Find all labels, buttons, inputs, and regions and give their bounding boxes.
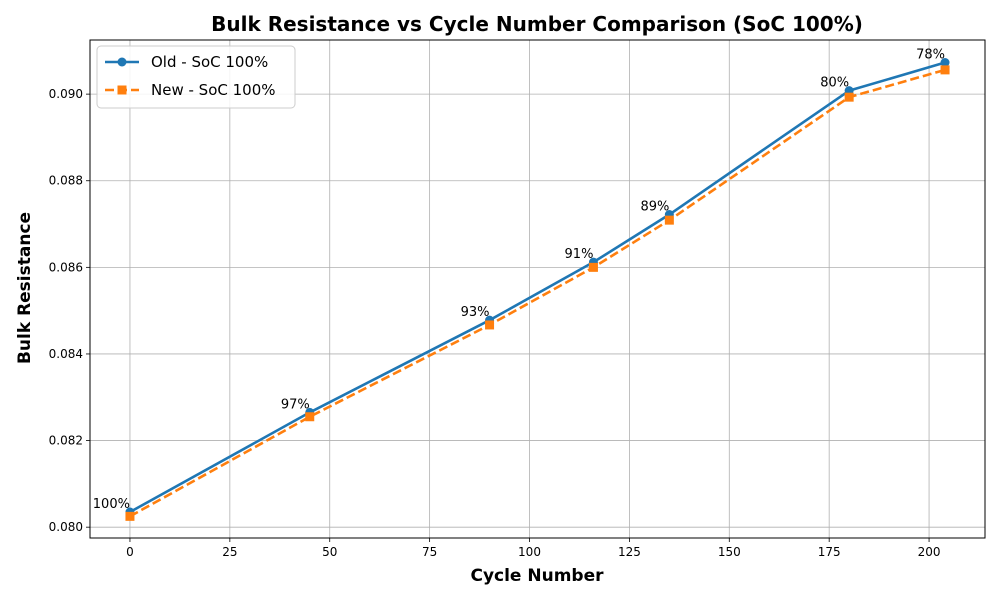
axis-ticks: 0 25 50 75 100 125 150 175 200 0.080 0.082 0.084 0.0… (49, 87, 941, 559)
x-axis-title: Cycle Number (470, 566, 604, 586)
data-point-new (485, 320, 495, 330)
y-tick-label: 0.082 (49, 434, 83, 448)
x-tick-label: 0 (126, 545, 134, 559)
legend-marker-old (117, 57, 127, 67)
data-point-new (588, 262, 598, 272)
series-layer (125, 58, 950, 521)
data-label: 93% (461, 305, 490, 320)
chart-title: Bulk Resistance vs Cycle Number Comparis… (211, 12, 863, 36)
legend-marker-new (117, 85, 127, 95)
x-tick-label: 150 (718, 545, 741, 559)
data-label: 97% (281, 397, 310, 412)
data-point-new (664, 215, 674, 225)
x-tick-label: 75 (422, 545, 437, 559)
data-label: 100% (93, 497, 130, 512)
legend: Old - SoC 100% New - SoC 100% (96, 45, 296, 109)
x-tick-label: 50 (322, 545, 337, 559)
grid-lines (90, 40, 985, 538)
legend-label: Old - SoC 100% (151, 53, 268, 71)
plot-frame (89, 39, 986, 539)
x-tick-label: 25 (222, 545, 237, 559)
data-point-old (940, 58, 950, 68)
x-tick-label: 100 (518, 545, 541, 559)
data-point-new (125, 511, 135, 521)
data-point-new (940, 65, 950, 75)
x-tick-label: 200 (918, 545, 941, 559)
data-point-new (844, 92, 854, 102)
data-label: 89% (640, 200, 669, 215)
data-point-new (305, 412, 315, 422)
data-label: 78% (916, 48, 945, 63)
data-label: 91% (565, 247, 594, 262)
x-tick-label: 175 (818, 545, 841, 559)
x-tick-label: 125 (618, 545, 641, 559)
annotations-layer: 100% 97% 93% 91% 89% 80% 78% (93, 48, 945, 512)
y-axis-title: Bulk Resistance (15, 212, 35, 364)
y-tick-label: 0.084 (49, 347, 83, 361)
legend-label: New - SoC 100% (151, 81, 276, 99)
y-tick-label: 0.086 (49, 260, 83, 274)
data-label: 80% (820, 76, 849, 91)
y-tick-label: 0.088 (49, 174, 83, 188)
y-tick-label: 0.090 (49, 87, 83, 101)
y-tick-label: 0.080 (49, 520, 83, 534)
legend-box (96, 45, 296, 109)
